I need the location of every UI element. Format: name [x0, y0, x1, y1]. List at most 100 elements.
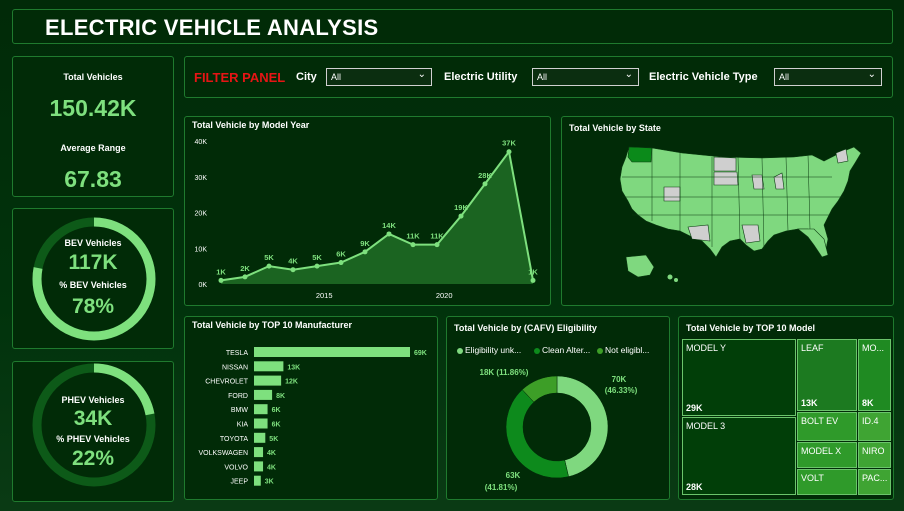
state-nodata: [687, 224, 711, 242]
series-line: [220, 149, 534, 282]
phev-gauge: [32, 363, 156, 487]
x-tick-label: 2020: [436, 291, 453, 300]
treemap-cell-model-x[interactable]: MODEL X: [797, 442, 857, 468]
treemap-label: BOLT EV: [801, 416, 839, 426]
us-state-map[interactable]: [562, 117, 895, 307]
data-point: [482, 181, 488, 187]
bev-pct-label: % BEV Vehicles: [59, 280, 127, 290]
bar-value-label: 4K: [267, 464, 276, 471]
data-label: 6K: [336, 250, 346, 259]
donut-slice: [505, 389, 569, 479]
legend-dot: [534, 347, 540, 354]
data-label: 5K: [264, 253, 274, 262]
data-point: [530, 277, 536, 283]
model-year-chart-panel: Total Vehicle by Model Year 0K 10K 20K 30K 4…: [184, 116, 551, 306]
treemap-cell-volt[interactable]: VOLT: [797, 469, 857, 495]
phev-pct-value: 22%: [71, 447, 115, 470]
data-point: [506, 149, 512, 155]
average-range-label: Average Range: [60, 143, 126, 153]
treemap-label: MODEL X: [801, 446, 842, 456]
model-year-chart-title: Total Vehicle by Model Year: [192, 120, 310, 130]
utility-filter-label: Electric Utility: [444, 71, 518, 83]
bar-value-label: 6K: [272, 407, 281, 414]
data-label: 19K: [454, 203, 468, 212]
city-filter-select[interactable]: All ⌄: [326, 68, 432, 86]
y-tick-label: 20K: [195, 211, 208, 218]
treemap-value: 29K: [686, 403, 703, 413]
legend-dot: [457, 347, 463, 354]
data-label: 9K: [360, 239, 370, 248]
bev-card: BEV Vehicles 117K % BEV Vehicles 78%: [12, 208, 174, 349]
area-fill: [221, 151, 533, 284]
total-vehicles-label: Total Vehicles: [63, 72, 123, 82]
phev-gauge-fill: [32, 363, 156, 487]
slice-value-label: 63K: [506, 471, 521, 480]
cafv-donut-chart: 70K (46.33%) 63K (41.81%) 18K (11.86%): [480, 368, 638, 492]
data-label: 28K: [478, 171, 492, 180]
data-point: [218, 277, 224, 283]
treemap-cell-id4[interactable]: ID.4: [858, 412, 891, 441]
bar: [254, 418, 268, 429]
phev-card: PHEV Vehicles 34K % PHEV Vehicles 22%: [12, 361, 174, 502]
legend-text: Not eligibl...: [605, 345, 650, 355]
slice-pct-label: (46.33%): [605, 386, 638, 395]
bev-label: BEV Vehicles: [64, 238, 122, 248]
state-nodata: [713, 156, 737, 172]
chevron-down-icon: ⌄: [867, 69, 876, 80]
state-nodata: [751, 174, 765, 190]
treemap-label: MODEL Y: [686, 343, 727, 353]
treemap-cell-pac[interactable]: PAC...: [858, 469, 891, 495]
data-point: [362, 249, 368, 255]
manufacturer-chart-panel: Total Vehicle by TOP 10 Manufacturer TES…: [184, 316, 438, 500]
state-nodata: [741, 224, 761, 244]
filter-panel-title: FILTER PANEL: [194, 70, 286, 85]
state-map-title: Total Vehicle by State: [569, 123, 661, 133]
y-tick-label: 30K: [195, 175, 208, 182]
y-tick-label: 40K: [195, 139, 208, 146]
bar-category-label: VOLKSWAGEN: [198, 450, 248, 457]
data-point: [410, 242, 416, 248]
data-label: 2K: [240, 264, 250, 273]
state-borders: [622, 148, 844, 250]
treemap-label: LEAF: [801, 343, 824, 353]
treemap-cell-bolt-ev[interactable]: BOLT EV: [797, 412, 857, 441]
bev-gauge: [32, 217, 156, 341]
treemap-cell-leaf[interactable]: LEAF 13K: [797, 339, 857, 411]
bar-category-label: FORD: [228, 393, 248, 400]
data-label: 1K: [528, 267, 538, 276]
bar-category-label: JEEP: [230, 479, 248, 486]
treemap-cell-model-y[interactable]: MODEL Y 29K: [682, 339, 796, 416]
data-label: 11K: [406, 232, 420, 241]
treemap-label: VOLT: [801, 473, 824, 483]
bev-value: 117K: [68, 251, 118, 274]
legend-item-not-eligible[interactable]: Not eligibl...: [597, 345, 649, 355]
treemap-cell-niro[interactable]: NIRO: [858, 442, 891, 468]
state-florida: [797, 228, 829, 258]
treemap-value: 13K: [801, 398, 818, 408]
treemap-label: ID.4: [862, 416, 879, 426]
cafv-chart-title: Total Vehicle by (CAFV) Eligibility: [454, 323, 597, 333]
treemap-cell-model-3[interactable]: MODEL 3 28K: [682, 417, 796, 495]
legend-item-unknown[interactable]: Eligibility unk...: [457, 345, 521, 355]
city-filter-value: All: [331, 72, 342, 82]
bar-value-label: 4K: [267, 450, 276, 457]
city-filter-label: City: [296, 71, 317, 83]
utility-filter-select[interactable]: All ⌄: [532, 68, 639, 86]
treemap-value: 28K: [686, 482, 703, 492]
treemap-label: MO...: [862, 343, 884, 353]
legend-text: Eligibility unk...: [465, 345, 522, 355]
bar-value-label: 12K: [285, 379, 298, 386]
treemap-cell-mo[interactable]: MO... 8K: [858, 339, 891, 411]
bar-value-label: 69K: [414, 350, 427, 357]
bar: [254, 347, 410, 357]
type-filter-select[interactable]: All ⌄: [774, 68, 882, 86]
bar-value-label: 6K: [272, 422, 281, 429]
treemap-value: 8K: [862, 398, 874, 408]
state-washington: [627, 146, 653, 163]
data-label: 11K: [430, 232, 444, 241]
state-hawaii: [667, 274, 673, 280]
data-point: [314, 263, 320, 269]
bev-pct-value: 78%: [71, 295, 115, 318]
legend-item-clean[interactable]: Clean Alter...: [534, 345, 590, 355]
data-label: 5K: [312, 253, 322, 262]
